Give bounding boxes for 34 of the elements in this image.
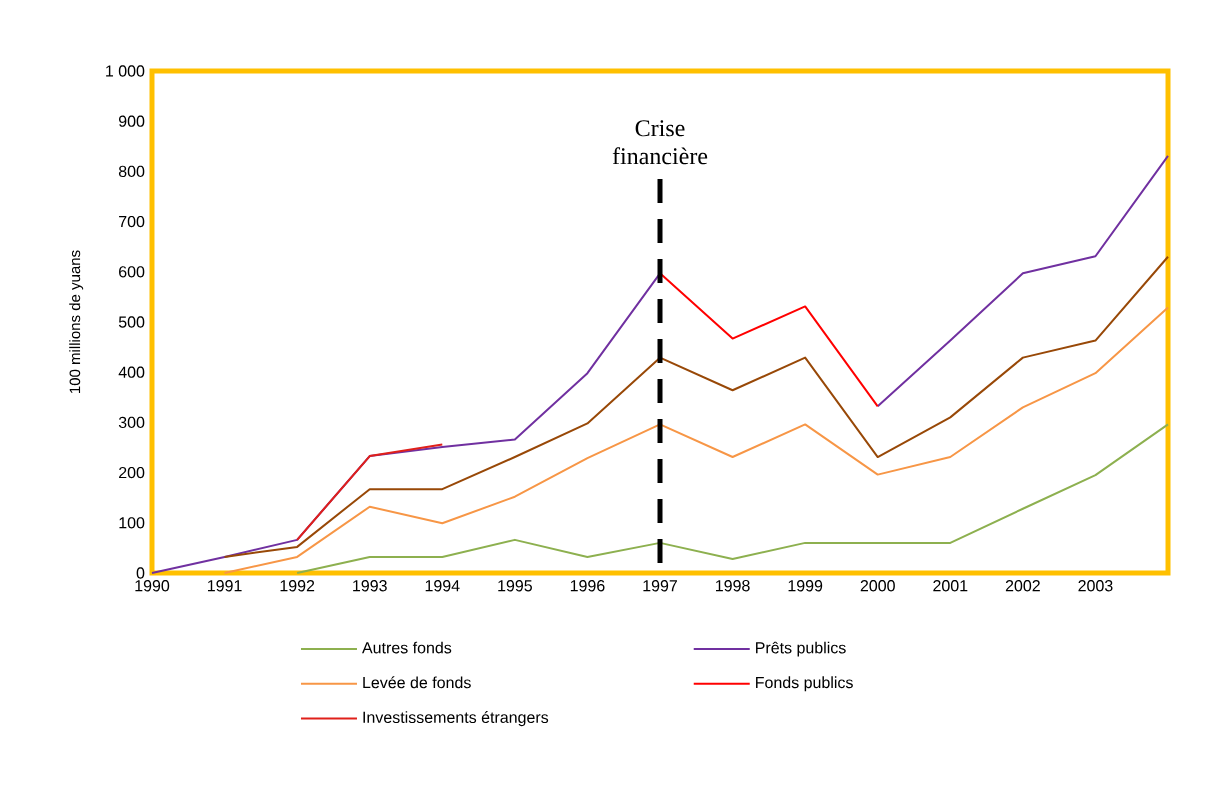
x-tick-label: 1999 xyxy=(788,580,823,592)
y-tick-label: 700 xyxy=(119,215,145,228)
x-tick-label: 2002 xyxy=(1005,580,1040,592)
legend-label: Autres fonds xyxy=(362,641,452,654)
x-tick-label: 1997 xyxy=(643,580,677,592)
y-tick-label: 500 xyxy=(118,316,145,328)
x-tick-label: 1994 xyxy=(425,580,460,592)
x-tick-label: 1991 xyxy=(208,580,242,592)
y-tick-label: 300 xyxy=(118,416,145,429)
legend-label: Fonds publics xyxy=(756,676,853,692)
legend-label: Levée de fonds xyxy=(363,676,471,689)
x-tick-label: 2003 xyxy=(1078,580,1113,592)
y-axis-title: 100 millions de yuans xyxy=(69,250,84,393)
line-series xyxy=(223,255,1170,558)
y-tick-label: 400 xyxy=(118,366,145,378)
x-tick-label: 1992 xyxy=(280,580,315,592)
y-tick-label: 600 xyxy=(119,266,145,278)
y-tick-label: 100 xyxy=(119,517,145,529)
line-series xyxy=(223,306,1170,574)
x-tick-label: 1996 xyxy=(570,580,605,592)
x-tick-label: 1993 xyxy=(353,580,387,592)
y-tick-label: 900 xyxy=(118,115,145,127)
y-tick-label: 0 xyxy=(136,567,145,579)
y-tick-label: 1 000 xyxy=(106,65,145,77)
legend-label: Prêts publics xyxy=(756,641,846,657)
x-tick-label: 1990 xyxy=(135,580,170,592)
x-tick-label: 1995 xyxy=(498,580,532,592)
ref-line-label: Crise financière xyxy=(612,120,708,165)
x-tick-label: 2000 xyxy=(860,580,895,592)
legend-label: Investissements étrangers xyxy=(363,711,549,727)
y-tick-label: 200 xyxy=(119,466,145,479)
x-tick-label: 2001 xyxy=(933,580,968,592)
x-tick-label: 1998 xyxy=(716,580,750,592)
y-tick-label: 800 xyxy=(118,165,145,178)
